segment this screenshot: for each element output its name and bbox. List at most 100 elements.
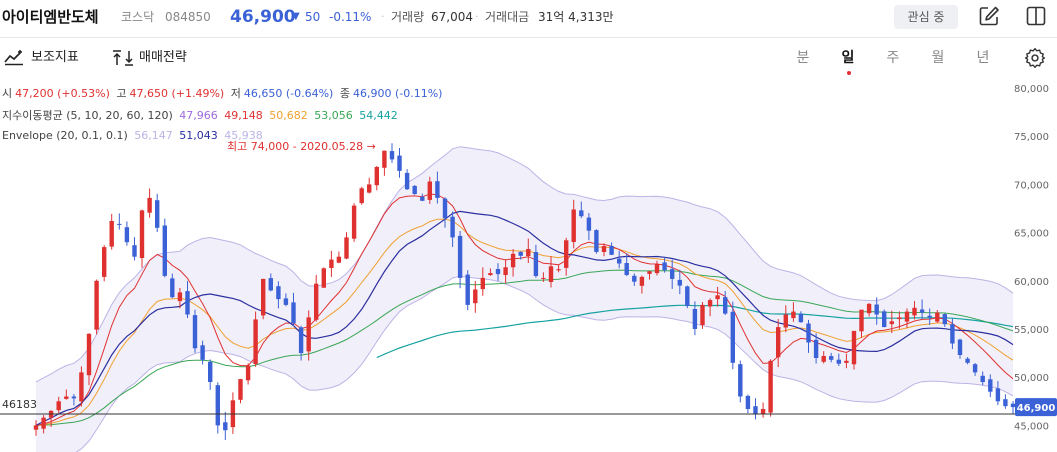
candle <box>647 270 652 280</box>
indicator-label: 보조지표 <box>31 50 79 65</box>
ma10-line <box>35 193 1014 426</box>
ma20-value: 50,682 <box>269 109 308 122</box>
candle <box>806 319 811 353</box>
price-axis: 80,000 75,000 70,000 65,000 60,000 55,000 50,0… <box>0 84 1057 432</box>
candle-body <box>374 167 379 186</box>
candle-body <box>71 396 77 399</box>
candle <box>41 415 46 434</box>
settings-gear-icon[interactable] <box>1024 47 1046 69</box>
candles <box>33 143 1016 440</box>
moving-average-lines <box>35 193 1014 426</box>
candle <box>677 269 682 295</box>
candle <box>291 292 296 326</box>
candle-body <box>632 275 637 282</box>
candle-body <box>972 364 978 373</box>
candle <box>86 333 92 386</box>
candle-body <box>488 273 493 276</box>
y-tick-label: 65,000 <box>1014 229 1049 240</box>
open-value: 47,200 (+0.53%) <box>15 87 110 100</box>
candle <box>253 311 258 367</box>
candle <box>162 218 167 278</box>
candle-body <box>359 188 364 204</box>
ma120-value: 54,442 <box>359 109 398 122</box>
price-chart[interactable]: 80,000 75,000 70,000 65,000 60,000 55,000 50,0… <box>0 80 1057 452</box>
candle-body <box>94 280 99 330</box>
candle-body <box>912 307 917 316</box>
candle <box>276 281 281 309</box>
candle-body <box>647 271 652 274</box>
candle-body <box>321 268 326 288</box>
candle-body <box>556 269 561 271</box>
period-week[interactable]: 주 <box>886 50 900 66</box>
candle-body <box>700 304 705 325</box>
candlestick-chart[interactable]: 80,000 75,000 70,000 65,000 60,000 55,000 50,0… <box>0 80 1057 452</box>
candle <box>389 143 395 163</box>
period-day[interactable]: 일 <box>841 50 855 66</box>
candle-body <box>776 327 781 358</box>
down-arrow-icon: ▼ <box>292 11 300 22</box>
chart-toolbar: 보조지표 매매전략 분 일 주 월 년 <box>0 38 1057 80</box>
candle-body <box>420 196 425 201</box>
candle-body <box>200 345 205 360</box>
candle <box>495 263 501 281</box>
low-value: 46,650 (-0.64%) <box>243 87 334 100</box>
edit-icon[interactable] <box>978 5 1000 27</box>
period-minute[interactable]: 분 <box>796 50 810 66</box>
candle-body <box>215 385 220 426</box>
candle <box>829 352 834 363</box>
candle <box>238 378 243 404</box>
candle-body <box>208 361 213 382</box>
candle <box>109 213 114 250</box>
header-divider <box>0 37 1057 38</box>
candle-body <box>783 314 788 328</box>
candle <box>147 188 152 218</box>
candle <box>632 273 637 286</box>
side-panel-icon[interactable] <box>1026 6 1046 26</box>
candle <box>344 232 349 260</box>
candle <box>442 197 448 228</box>
envelope-upper-line <box>35 146 1014 383</box>
candle <box>919 299 925 319</box>
watchlist-button[interactable]: 관심 중 <box>894 5 958 29</box>
candle <box>844 353 849 369</box>
candle-body <box>760 409 766 414</box>
candle <box>359 186 364 205</box>
candle-body <box>238 379 243 400</box>
candle <box>518 251 523 260</box>
candle-body <box>41 417 46 429</box>
y-tick-label: 45,000 <box>1014 421 1049 432</box>
candle <box>33 420 39 436</box>
envelope-label: Envelope (20, 0.1, 0.1) <box>2 129 128 142</box>
candle <box>995 381 1001 406</box>
candle-body <box>291 302 296 324</box>
candle-body <box>1003 399 1008 407</box>
period-month[interactable]: 월 <box>931 50 945 66</box>
candle <box>223 412 228 440</box>
candle-body <box>147 197 152 213</box>
candle <box>594 229 599 254</box>
candle-body <box>564 240 569 268</box>
candle-body <box>450 216 455 238</box>
candle-body <box>526 249 531 256</box>
candle-body <box>579 210 584 217</box>
candle-body <box>723 297 728 314</box>
high-value: 47,650 (+1.49%) <box>129 87 225 100</box>
candle <box>866 303 872 317</box>
candle <box>730 301 735 370</box>
candle-body <box>457 235 463 278</box>
candle <box>760 402 766 418</box>
candle <box>624 253 629 277</box>
candle <box>965 357 970 365</box>
candle <box>117 213 122 230</box>
candle-body <box>919 309 925 313</box>
period-year[interactable]: 년 <box>976 50 990 66</box>
candle <box>670 259 675 289</box>
candle <box>480 267 485 296</box>
candle <box>586 213 592 241</box>
candle-body <box>677 279 682 286</box>
candle-body <box>495 269 501 275</box>
current-price-tag <box>1015 398 1057 417</box>
candle-body <box>541 277 546 279</box>
candle <box>56 396 61 414</box>
candle-body <box>276 286 281 300</box>
